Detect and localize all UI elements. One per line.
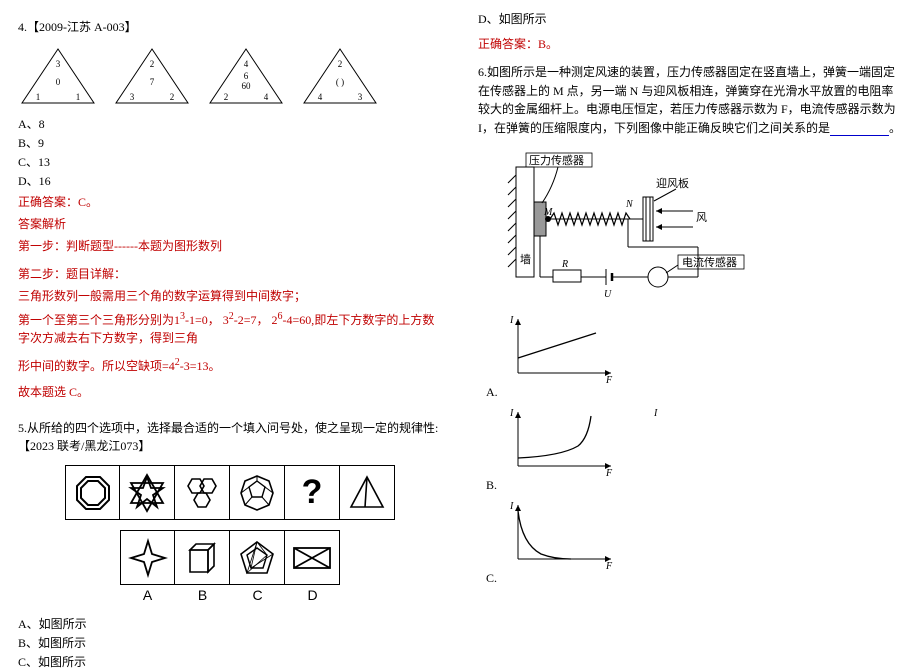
svg-text:2: 2 [338,59,343,69]
q5-options-row [18,530,442,585]
graph-c: I F [506,499,902,569]
svg-text:I: I [509,408,514,419]
graph-a-label: A. [486,385,902,400]
q4-options: A、8 B、9 C、13 D、16 [18,115,442,189]
q5-options: A、如图所示 B、如图所示 C、如图所示 [18,615,442,670]
q4-opt-c: C、13 [18,153,442,170]
svg-text:I: I [653,408,658,419]
wind-label: 风 [696,211,707,224]
wind-board-label: 迎风板 [656,176,689,190]
left-column: 4.【2009-江苏 A-003】 3 0 1 1 2 7 3 2 4 6 60… [0,0,460,651]
graph-b: I F I [506,406,902,476]
seq-3-hexcluster [175,465,230,520]
label-R: R [561,259,568,270]
svg-text:60: 60 [242,81,252,91]
opt-b-cube [175,530,230,585]
graph-b-label: B. [486,478,902,493]
q5-sequence-row: ? [18,465,442,520]
svg-text:4: 4 [264,92,269,102]
q4-triangles: 3 0 1 1 2 7 3 2 4 6 60 2 4 2 ( ) 4 3 [18,45,442,107]
q4-exp-label: 答案解析 [18,215,442,233]
f3b: -4=60, [283,313,315,327]
lbl-d: D [285,587,340,603]
svg-text:4: 4 [318,92,323,102]
svg-text:6: 6 [244,71,249,81]
q6-post: 。 [889,121,901,135]
q4-opt-a: A、8 [18,115,442,132]
svg-text:( ): ( ) [336,77,344,87]
seq-2-star [120,465,175,520]
q4-answer: 正确答案：C。 [18,193,442,211]
q6-device-diagram: 墙 压力传感器 M N 迎风板 风 [498,147,902,307]
triangle-3: 4 6 60 2 4 [206,45,286,107]
svg-text:3: 3 [130,92,135,102]
q4-step2-line2: 第一个至第三个三角形分别为13-1=0， 32-2=7， 26-4=60,即左下… [18,309,442,347]
current-sensor-label: 电流传感器 [682,255,737,269]
wall-label: 墙 [520,252,531,266]
seq-4-dodeca [230,465,285,520]
t1-left: 1 [36,92,41,102]
q6-title: 6.如图所示是一种测定风速的装置，压力传感器固定在竖直墙上，弹簧一端固定在传感器… [478,63,902,137]
q5-opt-c: C、如图所示 [18,653,442,670]
q5-title: 5.从所给的四个选项中，选择最合适的一个填入问号处，使之呈现一定的规律性:【20… [18,419,442,455]
t1-right: 1 [76,92,81,102]
svg-text:2: 2 [224,92,229,102]
triangle-4: 2 ( ) 4 3 [300,45,380,107]
t1-top: 3 [56,59,61,69]
q4-opt-b: B、9 [18,134,442,151]
svg-text:I: I [509,501,514,512]
svg-text:3: 3 [358,92,363,102]
svg-text:F: F [605,561,613,569]
seq-1-octagon [65,465,120,520]
triangle-2: 2 7 3 2 [112,45,192,107]
q6-blank [830,121,889,136]
lbl-b: B [175,587,230,603]
q5-labels: A B C D [18,587,442,603]
f4b: -3=13。 [180,359,221,373]
label-N: N [625,199,634,210]
f1b: -1=0， [185,313,220,327]
q5-answer: 正确答案：B。 [478,35,902,53]
l3-pre: 形中间的数字。所以空缺项= [18,359,169,373]
q5-opt-d: D、如图所示 [478,10,902,27]
q4-step1: 第一步：判断题型------本题为图形数列 [18,237,442,255]
q4-step2-line1: 三角形数列一般需用三个角的数字运算得到中间数字； [18,287,442,305]
graph-c-label: C. [486,571,902,586]
q5-opt-b: B、如图所示 [18,634,442,651]
svg-text:2: 2 [150,59,155,69]
svg-text:4: 4 [244,59,249,69]
seq-5-question: ? [285,465,340,520]
seq-6-tetra [340,465,395,520]
svg-text:2: 2 [170,92,175,102]
svg-text:F: F [605,468,613,476]
t1-mid: 0 [56,77,61,87]
opt-a-star4 [120,530,175,585]
q4-title: 4.【2009-江苏 A-003】 [18,18,442,35]
label-U: U [604,289,612,300]
f2b: -2=7， [234,313,269,327]
q5-opt-a: A、如图所示 [18,615,442,632]
graph-a: I F [506,313,902,383]
graph-a-y: I [509,315,514,326]
lbl-a: A [120,587,175,603]
right-column: D、如图所示 正确答案：B。 6.如图所示是一种测定风速的装置，压力传感器固定在… [460,0,920,651]
frag-pre: 第一个至第三个三角形分别为 [18,313,174,327]
graph-a-x: F [605,375,613,383]
pressure-sensor-label: 压力传感器 [529,154,584,167]
opt-c-pentagon [230,530,285,585]
svg-text:7: 7 [150,77,155,87]
q4-conclude: 故本题选 C。 [18,383,442,401]
q4-step2-label: 第二步：题目详解： [18,265,442,283]
opt-d-rect-x [285,530,340,585]
q4-opt-d: D、16 [18,172,442,189]
lbl-c: C [230,587,285,603]
q4-step2-line3: 形中间的数字。所以空缺项=42-3=13。 [18,355,442,375]
triangle-1: 3 0 1 1 [18,45,98,107]
